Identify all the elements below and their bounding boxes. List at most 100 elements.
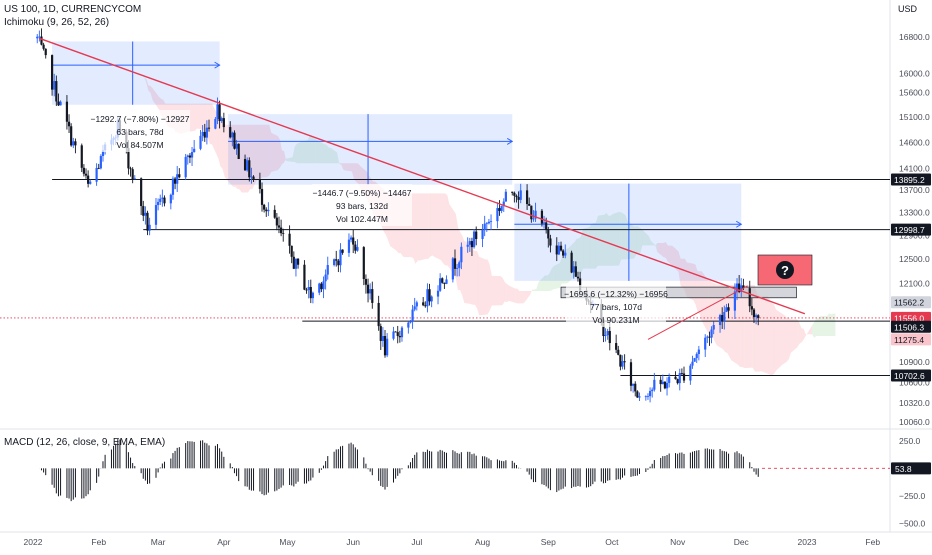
ichimoku-cloud-segment bbox=[492, 276, 494, 306]
ichimoku-cloud-segment bbox=[435, 193, 441, 260]
candle-body bbox=[382, 336, 384, 341]
candle-body bbox=[530, 206, 532, 220]
candle-body bbox=[401, 328, 403, 338]
candle-body bbox=[248, 160, 250, 177]
ichimoku-cloud-segment bbox=[797, 319, 799, 347]
candle-body bbox=[486, 223, 488, 224]
candle-body bbox=[87, 176, 89, 184]
candle-body bbox=[698, 350, 700, 354]
ichimoku-cloud-segment bbox=[799, 323, 801, 344]
ichimoku-cloud-segment bbox=[416, 193, 418, 263]
candle-body bbox=[250, 177, 252, 178]
candle-body bbox=[229, 127, 231, 137]
candle-body bbox=[473, 232, 475, 248]
y-tick-label: 15100.0 bbox=[899, 112, 930, 122]
candle-body bbox=[149, 225, 151, 231]
macd-tick-label: −250.0 bbox=[899, 491, 926, 501]
candle-body bbox=[176, 174, 178, 183]
candle-body bbox=[282, 233, 284, 234]
ichimoku-cloud-segment bbox=[191, 104, 193, 132]
ichimoku-cloud-segment bbox=[774, 304, 776, 374]
candle-body bbox=[204, 132, 206, 138]
ichimoku-cloud-segment bbox=[456, 214, 458, 290]
candle-body bbox=[520, 190, 522, 200]
ichimoku-cloud-segment bbox=[193, 104, 195, 131]
candle-body bbox=[691, 362, 693, 366]
candle-body bbox=[367, 285, 369, 294]
ichimoku-cloud-segment bbox=[428, 193, 430, 259]
y-tick-label: 10060.0 bbox=[899, 417, 930, 427]
candle-body bbox=[609, 331, 611, 343]
ichimoku-cloud-segment bbox=[515, 289, 517, 304]
candle-body bbox=[528, 204, 530, 206]
ichimoku-cloud-segment bbox=[812, 322, 814, 338]
ichimoku-cloud-segment bbox=[441, 193, 443, 263]
candle-body bbox=[545, 222, 547, 230]
candle-body bbox=[395, 332, 397, 333]
price-badge-label: 11562.2 bbox=[894, 298, 924, 308]
candle-body bbox=[604, 335, 606, 336]
measure-volume-label: Vol 90.231M bbox=[592, 315, 639, 325]
candle-body bbox=[193, 149, 195, 152]
candle-body bbox=[562, 251, 564, 256]
candle-body bbox=[526, 190, 528, 204]
candle-body bbox=[488, 222, 490, 223]
candle-body bbox=[630, 362, 632, 385]
candle-body bbox=[352, 238, 354, 245]
candle-body bbox=[335, 259, 337, 260]
candle-body bbox=[674, 377, 676, 379]
candle-body bbox=[214, 119, 216, 129]
ichimoku-cloud-segment bbox=[119, 37, 121, 40]
candle-body bbox=[704, 338, 706, 350]
candle-body bbox=[363, 247, 365, 279]
ichimoku-cloud-segment bbox=[791, 319, 797, 353]
candle-body bbox=[310, 287, 312, 298]
candle-body bbox=[634, 384, 636, 392]
candle-body bbox=[456, 268, 458, 269]
candle-body bbox=[564, 253, 566, 256]
ichimoku-cloud-segment bbox=[768, 296, 770, 375]
candle-body bbox=[460, 247, 462, 263]
macd-legend[interactable]: MACD (12, 26, close, 9, EMA, EMA) bbox=[4, 437, 165, 448]
candle-body bbox=[668, 377, 670, 383]
candle-body bbox=[721, 315, 723, 321]
candle-body bbox=[414, 306, 416, 309]
candle-body bbox=[53, 81, 55, 90]
ichimoku-cloud-segment bbox=[804, 329, 806, 340]
x-tick-label: Nov bbox=[670, 537, 686, 547]
candle-body bbox=[327, 265, 329, 275]
ichimoku-cloud-segment bbox=[827, 313, 829, 336]
x-tick-label: Feb bbox=[865, 537, 880, 547]
candle-body bbox=[72, 141, 74, 145]
y-tick-label: 12500.0 bbox=[899, 254, 930, 264]
candle-body bbox=[694, 358, 696, 362]
candle-body bbox=[303, 265, 305, 290]
ichimoku-cloud-segment bbox=[502, 278, 504, 305]
ichimoku-cloud-segment bbox=[507, 284, 509, 302]
candle-body bbox=[132, 169, 134, 179]
candle-body bbox=[308, 287, 310, 290]
candle-body bbox=[619, 355, 621, 367]
candle-body bbox=[556, 246, 558, 255]
candle-body bbox=[337, 261, 339, 266]
candle-body bbox=[515, 196, 517, 197]
candle-body bbox=[443, 283, 445, 284]
ichimoku-cloud-segment bbox=[210, 104, 212, 145]
ichimoku-legend[interactable]: Ichimoku (9, 26, 52, 26) bbox=[4, 17, 109, 28]
candle-body bbox=[51, 55, 53, 90]
candle-body bbox=[265, 210, 267, 212]
candle-body bbox=[632, 384, 634, 386]
candle-body bbox=[422, 302, 424, 305]
candle-body bbox=[454, 258, 456, 268]
candle-body bbox=[202, 132, 204, 136]
candle-body bbox=[191, 152, 193, 158]
candle-body bbox=[666, 383, 668, 388]
x-tick-label: Mar bbox=[151, 537, 166, 547]
ichimoku-cloud-segment bbox=[509, 286, 515, 303]
y-tick-label: 12100.0 bbox=[899, 278, 930, 288]
candle-body bbox=[416, 302, 418, 306]
x-tick-label: May bbox=[279, 537, 296, 547]
candle-body bbox=[571, 253, 573, 273]
